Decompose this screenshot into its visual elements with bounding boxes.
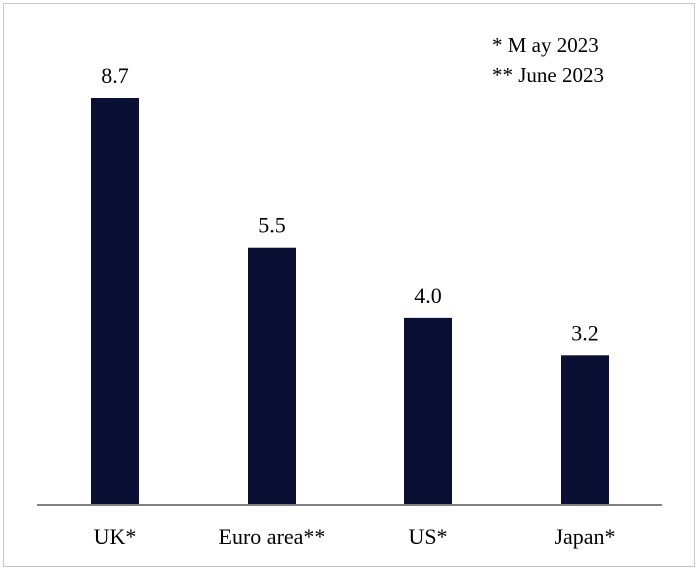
category-label-us: US*: [408, 524, 447, 549]
annotation-june-2023: ** June 2023: [492, 63, 604, 87]
value-label-japan: 3.2: [571, 320, 599, 345]
bar-us: [404, 317, 452, 505]
bar-euro-area: [248, 247, 296, 505]
bars-group: [91, 98, 609, 505]
category-label-japan: Japan*: [554, 524, 615, 549]
bar-uk: [91, 98, 139, 505]
category-label-uk: UK*: [94, 524, 137, 549]
value-label-us: 4.0: [414, 283, 442, 308]
category-label-euro-area: Euro area**: [219, 524, 326, 549]
bar-japan: [561, 355, 609, 505]
value-label-uk: 8.7: [101, 63, 129, 88]
annotation-may-2023: * M ay 2023: [492, 33, 599, 57]
value-labels-group: 8.7 5.5 4.0 3.2: [101, 63, 599, 345]
category-labels-group: UK* Euro area** US* Japan*: [94, 524, 616, 549]
value-label-euro-area: 5.5: [258, 213, 286, 238]
